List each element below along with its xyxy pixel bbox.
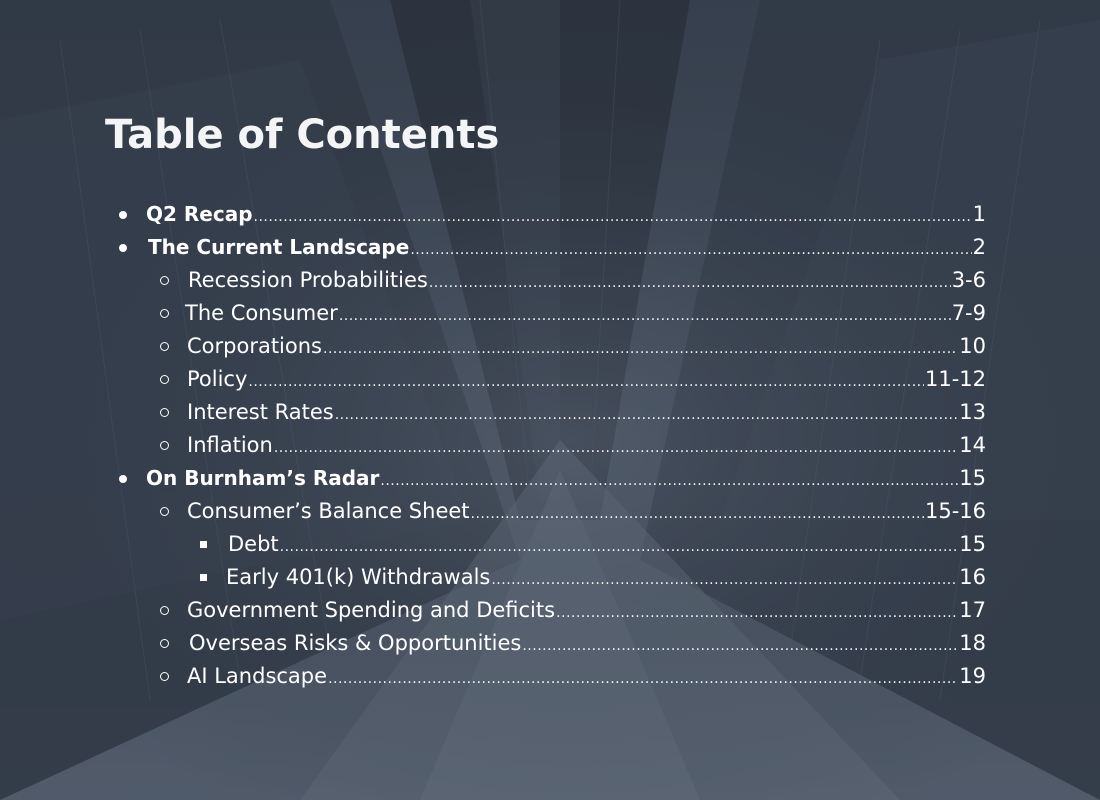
toc-entry-page: 10 [959,334,986,358]
toc-entry-label: Consumer’s Balance Sheet [187,499,470,523]
toc-entry-page: 14 [959,433,986,457]
bullet-circle-icon [159,660,170,693]
toc-entry-label: On Burnham’s Radar [146,466,380,490]
bullet-disc-icon [119,462,127,495]
toc-entry-page: 15-16 [924,499,986,523]
toc-entry-page: 3-6 [951,268,986,292]
toc-entry-label: Inflation [187,433,273,457]
bullet-circle-icon [159,297,170,330]
toc-leader-dots [254,201,972,234]
toc-entry[interactable]: The Current Landscape 2 [119,231,986,267]
toc-entry[interactable]: Early 401(k) Withdrawals 16 [200,561,986,597]
bullet-circle-icon [159,264,170,297]
toc-entry-page: 1 [972,202,986,226]
toc-entry[interactable]: Q2 Recap 1 [119,198,986,234]
toc-leader-dots [380,465,958,498]
toc-entry-label: Overseas Risks & Opportunities [189,631,522,655]
toc-entry-label: Q2 Recap [146,202,253,226]
toc-leader-dots [556,597,958,630]
bullet-circle-icon [159,495,170,528]
toc-leader-dots [274,432,958,465]
toc-entry-page: 15 [959,532,986,556]
bullet-circle-icon [159,429,170,462]
toc-entry[interactable]: AI Landscape 19 [160,660,986,696]
toc-leader-dots [248,366,924,399]
bullet-circle-icon [159,594,170,627]
toc-entry-label: AI Landscape [187,664,328,688]
toc-entry-label: Interest Rates [187,400,334,424]
toc-entry-label: The Consumer [185,301,338,325]
toc-entry-page: 16 [959,565,986,589]
toc-entry-label: Corporations [187,334,322,358]
toc-entry-page: 18 [959,631,986,655]
toc-leader-dots [410,234,971,267]
bullet-circle-icon [159,363,170,396]
toc-entry[interactable]: Consumer’s Balance Sheet 15-16 [160,495,986,531]
toc-entry-page: 15 [959,466,986,490]
toc-entry[interactable]: Policy 11-12 [160,363,986,399]
bullet-circle-icon [159,627,170,660]
toc-entry[interactable]: Inflation 14 [160,429,986,465]
toc-entry-page: 11-12 [924,367,986,391]
toc-leader-dots [522,630,958,663]
bullet-disc-icon [119,231,127,264]
bullet-square-icon [200,561,207,594]
toc-entry-page: 19 [959,664,986,688]
toc-entry-page: 2 [972,235,986,259]
toc-entry[interactable]: On Burnham’s Radar 15 [119,462,986,498]
toc-entry[interactable]: Overseas Risks & Opportunities 18 [160,627,986,663]
bullet-square-icon [200,528,207,561]
toc-entry-label: Government Spending and Deficits [187,598,556,622]
toc-leader-dots [280,531,959,564]
bullet-circle-icon [159,396,170,429]
bullet-disc-icon [119,198,127,231]
toc-entry[interactable]: Corporations 10 [160,330,986,366]
toc-leader-dots [335,399,959,432]
toc-leader-dots [491,564,958,597]
toc-entry-label: Debt [228,532,279,556]
toc-leader-dots [328,663,958,696]
toc-leader-dots [339,300,951,333]
page-title: Table of Contents [105,112,500,158]
toc-entry[interactable]: Government Spending and Deficits 17 [160,594,986,630]
toc-entry-page: 17 [959,598,986,622]
toc-leader-dots [429,267,951,300]
toc-leader-dots [471,498,924,531]
toc-entry[interactable]: Interest Rates 13 [160,396,986,432]
toc-entry[interactable]: Recession Probabilities 3-6 [160,264,986,300]
bullet-circle-icon [159,330,170,363]
toc-entry-page: 7-9 [951,301,986,325]
toc-entry-label: Recession Probabilities [188,268,428,292]
toc-entry-page: 13 [959,400,986,424]
toc-entry-label: Early 401(k) Withdrawals [226,565,491,589]
toc-entry-label: The Current Landscape [148,235,410,259]
toc-entry[interactable]: Debt 15 [200,528,986,564]
toc-leader-dots [323,333,958,366]
toc-entry[interactable]: The Consumer 7-9 [160,297,986,333]
toc-entry-label: Policy [187,367,248,391]
